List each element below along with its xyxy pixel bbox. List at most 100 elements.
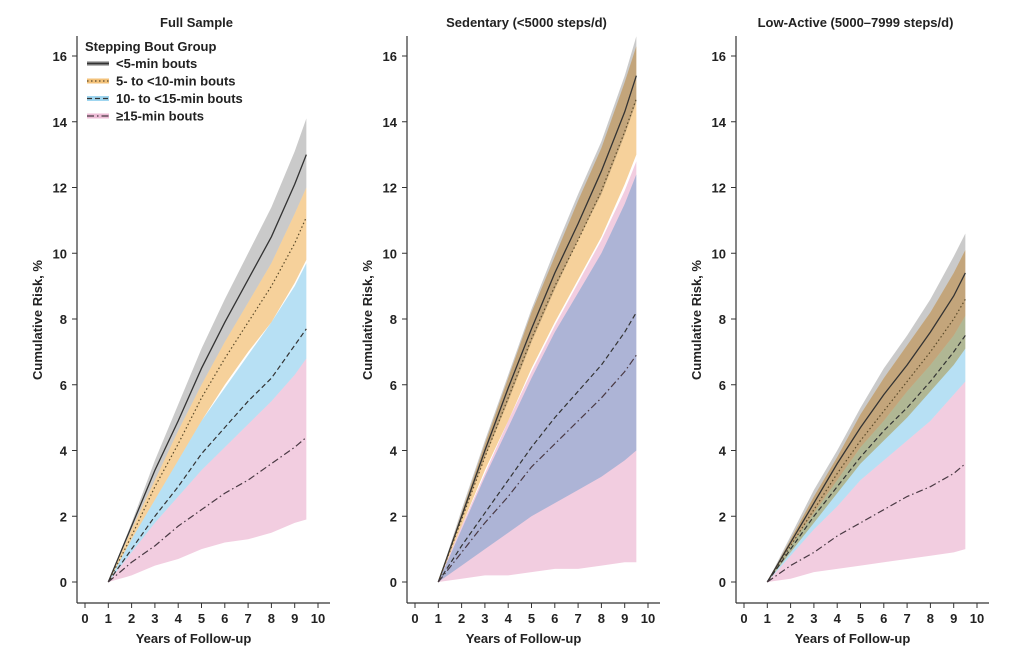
panel-2: Low-Active (5000–7999 steps/d)0 1 2 3 4 5 6 7 8 9… xyxy=(689,15,989,646)
series-line-1 xyxy=(766,298,966,583)
x-axis-label: Years of Follow-up xyxy=(795,631,911,646)
x-tick-label: 7 xyxy=(244,611,251,626)
y-tick-label: 2 xyxy=(390,509,397,524)
x-tick-label: 1 xyxy=(764,611,771,626)
y-tick-label: 10 xyxy=(383,246,397,261)
x-tick-label: 10 xyxy=(311,611,325,626)
x-tick-label: 4 xyxy=(505,611,513,626)
ci-band-1 xyxy=(108,187,307,582)
x-tick-label: 5 xyxy=(528,611,535,626)
x-tick-label: 2 xyxy=(787,611,794,626)
y-tick-label: 10 xyxy=(712,246,726,261)
x-tick-label: 0 xyxy=(740,611,747,626)
ci-bands xyxy=(108,118,307,583)
series-line-3 xyxy=(107,436,307,583)
y-tick-label: 10 xyxy=(53,246,67,261)
series-line-0 xyxy=(107,154,307,583)
x-tick-label: 10 xyxy=(641,611,655,626)
x-tick-label: 1 xyxy=(105,611,112,626)
ci-band-0 xyxy=(767,233,966,582)
panel-title: Full Sample xyxy=(160,15,233,30)
y-tick-label: 12 xyxy=(712,181,726,196)
y-tick-label: 0 xyxy=(719,575,726,590)
y-tick-label: 4 xyxy=(390,444,398,459)
y-tick-label: 14 xyxy=(712,115,727,130)
y-tick-label: 8 xyxy=(719,312,726,327)
series-line-0 xyxy=(437,75,637,583)
y-tick-label: 14 xyxy=(383,115,398,130)
panel-1: Sedentary (<5000 steps/d)0 1 2 3 4 5 6 7 8 9 10024… xyxy=(360,15,660,646)
y-tick-label: 4 xyxy=(60,444,68,459)
y-tick-label: 2 xyxy=(60,509,67,524)
legend-label-3: ≥15-min bouts xyxy=(116,109,204,124)
ci-band-3 xyxy=(767,381,966,582)
x-tick-label: 3 xyxy=(810,611,817,626)
y-tick-label: 8 xyxy=(60,312,67,327)
y-tick-label: 8 xyxy=(390,312,397,327)
x-tick-label: 0 xyxy=(411,611,418,626)
x-tick-label: 8 xyxy=(927,611,934,626)
x-tick-label: 4 xyxy=(175,611,183,626)
x-tick-label: 10 xyxy=(970,611,984,626)
ci-bands xyxy=(438,36,637,582)
legend-title: Stepping Bout Group xyxy=(85,39,216,54)
y-axis-label: Cumulative Risk, % xyxy=(360,260,375,380)
ci-bands xyxy=(767,233,966,582)
y-tick-label: 14 xyxy=(53,115,68,130)
x-tick-label: 9 xyxy=(291,611,298,626)
y-tick-label: 6 xyxy=(390,378,397,393)
ci-band-3 xyxy=(108,358,307,582)
series-line-2 xyxy=(437,312,637,583)
ci-band-2 xyxy=(108,263,307,582)
legend: Stepping Bout Group <5-min bouts 5- to <10… xyxy=(85,39,243,124)
legend-label-0: <5-min bouts xyxy=(116,56,197,71)
x-tick-label: 8 xyxy=(268,611,275,626)
x-axis-label: Years of Follow-up xyxy=(136,631,252,646)
y-tick-label: 0 xyxy=(390,575,397,590)
panel-title: Sedentary (<5000 steps/d) xyxy=(446,15,607,30)
legend-label-2: 10- to <15-min bouts xyxy=(116,91,243,106)
y-tick-label: 12 xyxy=(383,181,397,196)
x-tick-label: 7 xyxy=(903,611,910,626)
x-tick-label: 5 xyxy=(198,611,205,626)
y-tick-label: 6 xyxy=(60,378,67,393)
x-tick-label: 9 xyxy=(621,611,628,626)
series-line-2 xyxy=(107,328,307,583)
series-line-2 xyxy=(766,335,966,583)
ci-band-0 xyxy=(438,36,637,582)
x-tick-label: 6 xyxy=(551,611,558,626)
series-line-1 xyxy=(107,216,307,583)
series-line-1 xyxy=(437,98,637,583)
y-axis-label: Cumulative Risk, % xyxy=(689,260,704,380)
x-axis-label: Years of Follow-up xyxy=(466,631,582,646)
y-axis-label: Cumulative Risk, % xyxy=(30,260,45,380)
y-tick-label: 16 xyxy=(712,49,726,64)
y-tick-label: 0 xyxy=(60,575,67,590)
x-tick-label: 7 xyxy=(574,611,581,626)
x-tick-label: 3 xyxy=(481,611,488,626)
x-tick-label: 2 xyxy=(128,611,135,626)
x-tick-label: 6 xyxy=(880,611,887,626)
ci-band-2 xyxy=(438,174,637,582)
x-tick-label: 6 xyxy=(221,611,228,626)
x-tick-label: 5 xyxy=(857,611,864,626)
y-tick-label: 16 xyxy=(53,49,67,64)
x-tick-label: 9 xyxy=(950,611,957,626)
panel-title: Low-Active (5000–7999 steps/d) xyxy=(758,15,954,30)
y-tick-label: 6 xyxy=(719,378,726,393)
x-tick-label: 4 xyxy=(834,611,842,626)
y-tick-label: 4 xyxy=(719,444,727,459)
legend-swatch-1 xyxy=(87,78,109,84)
x-tick-label: 3 xyxy=(151,611,158,626)
series-line-0 xyxy=(766,272,966,583)
legend-label-1: 5- to <10-min bouts xyxy=(116,74,236,89)
x-tick-label: 1 xyxy=(435,611,442,626)
x-tick-label: 0 xyxy=(81,611,88,626)
x-tick-label: 2 xyxy=(458,611,465,626)
x-tick-label: 8 xyxy=(598,611,605,626)
y-tick-label: 12 xyxy=(53,181,67,196)
y-tick-label: 16 xyxy=(383,49,397,64)
